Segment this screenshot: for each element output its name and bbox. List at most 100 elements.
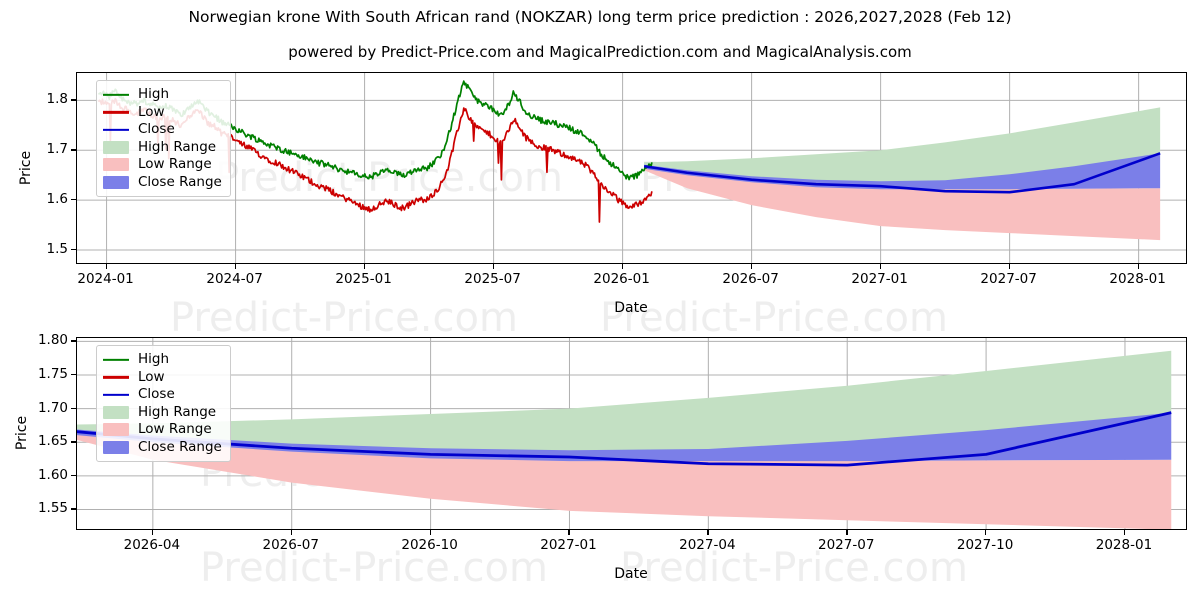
bottom-chart-x-tick-mark — [846, 530, 848, 535]
top-chart-legend: High Low Close High Range Low Range Close Ran… — [96, 80, 231, 197]
chart-title: Norwegian krone With South African rand … — [188, 8, 1012, 26]
legend-swatch-icon — [103, 106, 129, 119]
legend-item-high-range: High Range — [103, 404, 222, 422]
top-chart-y-tick-label: 1.6 — [46, 191, 68, 208]
top-chart-svg — [77, 73, 1186, 263]
legend-item-low-range: Low Range — [103, 156, 222, 174]
top-chart-x-tick-label: 2028-01 — [1109, 271, 1166, 287]
top-chart-x-tick-label: 2026-01 — [593, 271, 650, 287]
bottom-chart-x-tick-label: 2027-04 — [679, 537, 736, 553]
legend-item-high: High — [103, 351, 222, 369]
legend-item-label: Low Range — [138, 421, 212, 437]
bottom-chart-y-tick-label: 1.75 — [37, 365, 68, 382]
legend-item-label: Low — [138, 368, 165, 385]
top-chart-x-tick-mark — [105, 264, 107, 269]
bottom-chart-x-tick-mark — [985, 530, 987, 535]
bottom-chart-x-tick-mark — [1123, 530, 1126, 535]
bottom-chart-y-tick-mark — [71, 474, 76, 477]
bottom-chart-x-tick-mark — [429, 530, 431, 535]
bottom-chart-y-tick-mark — [71, 407, 76, 409]
watermark-text: Predict-Price.com — [600, 295, 948, 341]
top-chart-x-tick-label: 2024-07 — [206, 271, 263, 287]
top-chart-y-tick-label: 1.8 — [46, 91, 68, 108]
top-chart-y-tick-label: 1.7 — [46, 141, 68, 158]
bottom-chart-x-tick-label: 2027-01 — [540, 537, 597, 553]
top-chart-y-tick-mark — [71, 149, 76, 151]
bottom-chart-x-tick-mark — [707, 530, 709, 535]
legend-item-label: High — [138, 86, 170, 102]
watermark-text: Predict-Price.com — [620, 545, 968, 591]
bottom-chart-x-axis-label: Date — [614, 566, 648, 582]
legend-item-label: High Range — [138, 403, 217, 420]
legend-item-low: Low — [103, 104, 222, 122]
bottom-chart-axes — [76, 337, 1187, 530]
legend-swatch-icon — [103, 175, 129, 189]
legend-swatch-icon — [103, 158, 129, 172]
top-chart-x-tick-mark — [750, 264, 752, 269]
legend-item-low: Low — [103, 369, 222, 387]
top-chart-y-tick-label: 1.5 — [46, 241, 68, 258]
bottom-chart-x-tick-label: 2026-07 — [262, 537, 319, 553]
top-chart-y-tick-mark — [71, 199, 76, 201]
top-chart-x-tick-mark — [1137, 264, 1139, 269]
bottom-chart-x-tick-label: 2026-04 — [123, 537, 181, 553]
legend-item-close-range: Close Range — [103, 174, 222, 192]
bottom-chart-x-tick-label: 2027-10 — [956, 537, 1014, 553]
legend-swatch-icon — [103, 388, 129, 401]
legend-swatch-icon — [103, 353, 129, 366]
legend-swatch-icon — [103, 440, 129, 454]
bottom-chart-legend: High Low Close High Range Low Range Close Ran… — [96, 345, 231, 462]
bottom-chart-y-tick-label: 1.70 — [37, 399, 68, 416]
legend-swatch-icon — [103, 371, 129, 384]
top-chart-x-tick-mark — [363, 264, 365, 269]
bottom-chart-x-tick-mark — [151, 530, 154, 535]
legend-swatch-icon — [103, 423, 129, 437]
top-chart-x-tick-mark — [492, 264, 494, 269]
legend-item-label: Low Range — [138, 156, 212, 172]
legend-item-label: Close — [138, 386, 175, 402]
top-chart-x-tick-label: 2027-01 — [851, 271, 908, 287]
bottom-chart-y-axis-label: Price — [14, 415, 30, 451]
bottom-chart-y-tick-mark — [71, 340, 76, 342]
top-chart-x-tick-mark — [1008, 264, 1010, 269]
legend-item-close-range: Close Range — [103, 439, 222, 457]
top-chart-y-tick-mark — [71, 249, 76, 251]
top-chart-x-tick-label: 2024-01 — [77, 271, 134, 287]
top-chart-plot-area — [77, 73, 1186, 263]
legend-item-high: High — [103, 86, 222, 104]
top-chart-x-tick-label: 2025-07 — [464, 271, 521, 287]
bottom-chart-x-tick-label: 2028-01 — [1095, 537, 1153, 553]
top-chart-y-tick-mark — [71, 99, 76, 101]
bottom-chart-y-tick-label: 1.65 — [37, 433, 68, 450]
bottom-chart-y-tick-mark — [71, 508, 76, 510]
bottom-chart-y-tick-label: 1.55 — [37, 500, 68, 517]
top-chart-x-tick-label: 2027-07 — [980, 271, 1037, 287]
chart-subtitle: powered by Predict-Price.com and Magical… — [288, 43, 912, 61]
top-chart-axes — [76, 72, 1187, 264]
legend-swatch-icon — [103, 123, 129, 136]
top-chart-x-tick-mark — [879, 264, 881, 269]
top-chart-y-axis-label: Price — [18, 150, 34, 186]
legend-item-label: Close Range — [138, 438, 222, 455]
bottom-chart-y-tick-mark — [71, 441, 76, 443]
top-chart-x-tick-label: 2025-01 — [335, 271, 392, 287]
legend-item-label: High — [138, 351, 170, 367]
bottom-chart-x-tick-mark — [290, 530, 292, 535]
legend-item-label: Close — [138, 121, 175, 137]
legend-item-high-range: High Range — [103, 139, 222, 157]
watermark-text: Predict-Price.com — [170, 295, 518, 341]
top-chart-x-tick-mark — [621, 264, 623, 269]
top-chart-x-axis-label: Date — [614, 300, 648, 316]
top-chart-x-tick-label: 2026-07 — [722, 271, 779, 287]
legend-swatch-icon — [103, 88, 129, 101]
bottom-chart-y-tick-label: 1.60 — [37, 466, 68, 483]
bottom-chart-x-tick-label: 2027-07 — [818, 537, 875, 553]
top-chart-x-tick-mark — [234, 264, 236, 269]
legend-item-low-range: Low Range — [103, 421, 222, 439]
watermark-text: Predict-Price.com — [200, 545, 548, 591]
bottom-chart-x-tick-label: 2026-10 — [401, 537, 458, 553]
legend-item-label: Close Range — [138, 173, 222, 190]
bottom-chart-y-tick-label: 1.80 — [37, 332, 68, 349]
bottom-chart-plot-area — [77, 338, 1186, 529]
